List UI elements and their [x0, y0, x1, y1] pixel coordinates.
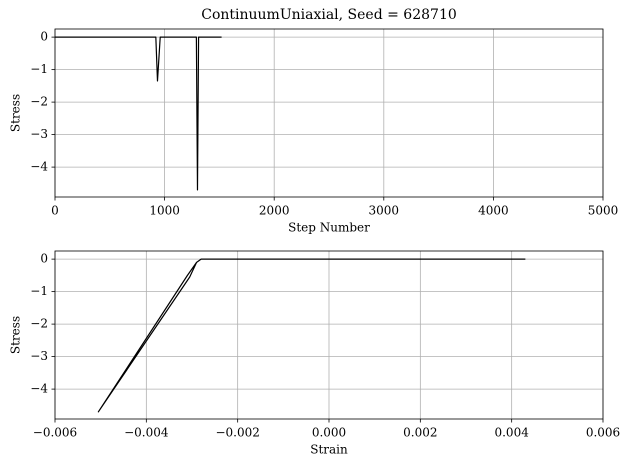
x-tick-label: 5000: [588, 204, 619, 218]
x-tick-label: 0.006: [586, 426, 620, 440]
x-axis-label: Strain: [310, 443, 348, 457]
data-line: [55, 36, 222, 191]
y-tick-label: 0: [40, 30, 48, 44]
y-tick-label: −4: [30, 160, 48, 174]
y-axis-label: Stress: [9, 94, 23, 132]
x-tick-label: −0.006: [33, 426, 77, 440]
x-tick-label: 0.000: [312, 426, 346, 440]
x-tick-label: −0.004: [124, 426, 169, 440]
plot-frame: [54, 28, 604, 198]
x-tick-label: 0.004: [494, 426, 529, 440]
plot-frame: [54, 250, 604, 420]
y-tick-label: −4: [30, 382, 48, 396]
y-tick-label: −2: [30, 317, 48, 331]
y-tick-label: −1: [30, 62, 48, 76]
x-tick-label: 2000: [259, 204, 290, 218]
y-tick-label: −3: [30, 349, 48, 363]
x-tick-label: 3000: [369, 204, 400, 218]
x-axis-label: Step Number: [288, 221, 370, 235]
y-tick-label: −2: [30, 95, 48, 109]
y-tick-label: 0: [40, 252, 48, 266]
y-tick-label: −3: [30, 127, 48, 141]
x-tick-label: 0: [51, 204, 59, 218]
y-tick-label: −1: [30, 284, 48, 298]
chart-title: ContinuumUniaxial, Seed = 628710: [201, 7, 457, 23]
x-tick-label: 4000: [478, 204, 509, 218]
x-tick-label: −0.002: [215, 426, 259, 440]
y-axis-label: Stress: [9, 316, 23, 354]
x-tick-label: 1000: [149, 204, 180, 218]
data-line: [97, 258, 526, 413]
x-tick-label: 0.002: [403, 426, 437, 440]
